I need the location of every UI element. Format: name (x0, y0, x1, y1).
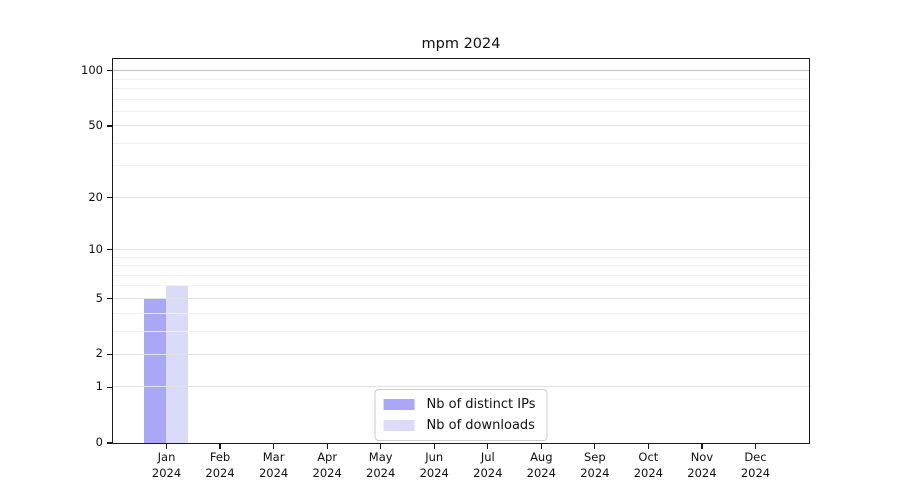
legend-item: Nb of distinct IPs (383, 397, 536, 412)
y-tick-label: 2 (95, 346, 103, 361)
x-tick-year: 2024 (526, 465, 556, 480)
x-tick-mark (433, 444, 435, 449)
x-tick-mark (754, 444, 757, 449)
x-tick-label: Oct 2024 (613, 450, 683, 481)
x-tick-label: Dec 2024 (720, 450, 790, 481)
x-tick-mark (540, 444, 542, 449)
y-tick-mark (107, 297, 113, 300)
y-tick-label: 1 (95, 379, 103, 394)
y-tick-label: 20 (88, 189, 103, 204)
x-tick-year: 2024 (205, 465, 235, 480)
legend-swatch (383, 419, 415, 432)
x-tick-label: Jul 2024 (453, 450, 523, 481)
x-tick-year: 2024 (151, 465, 182, 480)
x-tick-mark (594, 444, 596, 449)
x-tick-year: 2024 (366, 465, 396, 480)
x-tick-label: May 2024 (346, 450, 416, 481)
x-tick-mark (165, 444, 168, 449)
y-tick-mark (107, 442, 113, 444)
x-tick-label: Jan 2024 (132, 450, 202, 481)
x-tick-year: 2024 (419, 465, 449, 480)
x-tick-month: Apr (317, 450, 338, 464)
x-tick-month: Nov (690, 450, 714, 464)
x-tick-mark (701, 444, 703, 449)
x-tick-month: Sep (584, 450, 606, 464)
y-tick-mark (107, 70, 113, 72)
legend: Nb of distinct IPs Nb of downloads (374, 389, 548, 441)
x-tick-label: Apr 2024 (292, 450, 362, 481)
x-tick-year: 2024 (580, 465, 610, 480)
bar-nb-of-distinct-ips (144, 298, 167, 443)
x-tick-label: Nov 2024 (667, 450, 737, 481)
x-tick-year: 2024 (687, 465, 717, 480)
x-tick-month: Aug (530, 450, 553, 464)
x-tick-month: May (368, 450, 393, 464)
x-tick-month: Jun (425, 450, 444, 464)
x-tick-year: 2024 (312, 465, 342, 480)
x-tick-month: Mar (262, 450, 285, 464)
x-tick-mark (487, 444, 489, 449)
plot-area (111, 57, 811, 445)
x-tick-mark (380, 444, 382, 449)
x-tick-month: Feb (209, 450, 231, 464)
x-tick-label: Jun 2024 (399, 450, 469, 481)
x-tick-label: Sep 2024 (560, 450, 630, 481)
x-tick-month: Jan (157, 450, 176, 464)
x-tick-label: Mar 2024 (239, 450, 309, 481)
y-tick-mark (107, 386, 113, 388)
x-tick-year: 2024 (258, 465, 289, 480)
x-tick-year: 2024 (740, 465, 771, 480)
y-tick-label: 50 (88, 117, 103, 132)
legend-label: Nb of distinct IPs (426, 397, 536, 412)
x-tick-year: 2024 (473, 465, 503, 480)
legend-swatch (383, 398, 415, 411)
x-tick-month: Dec (744, 450, 767, 464)
y-tick-mark (107, 125, 113, 127)
y-tick-label: 100 (81, 62, 103, 77)
x-tick-label: Feb 2024 (185, 450, 255, 481)
chart-title: mpm 2024 (421, 36, 501, 52)
y-tick-label: 0 (95, 435, 103, 449)
legend-label: Nb of downloads (426, 418, 535, 433)
x-tick-mark (647, 444, 649, 449)
x-tick-month: Jul (480, 450, 495, 464)
x-tick-mark (273, 444, 275, 449)
y-tick-mark (107, 249, 113, 251)
bar-nb-of-downloads (166, 285, 189, 443)
bars-layer (113, 59, 809, 443)
x-tick-mark (219, 444, 221, 449)
y-tick-mark (107, 353, 113, 355)
y-tick-label: 10 (88, 241, 103, 256)
x-tick-mark (326, 444, 328, 449)
x-tick-label: Aug 2024 (506, 450, 576, 481)
legend-item: Nb of downloads (383, 418, 536, 433)
x-tick-month: Oct (638, 450, 659, 464)
y-tick-mark (107, 196, 113, 199)
y-tick-label: 5 (95, 290, 103, 305)
x-tick-year: 2024 (633, 465, 664, 480)
